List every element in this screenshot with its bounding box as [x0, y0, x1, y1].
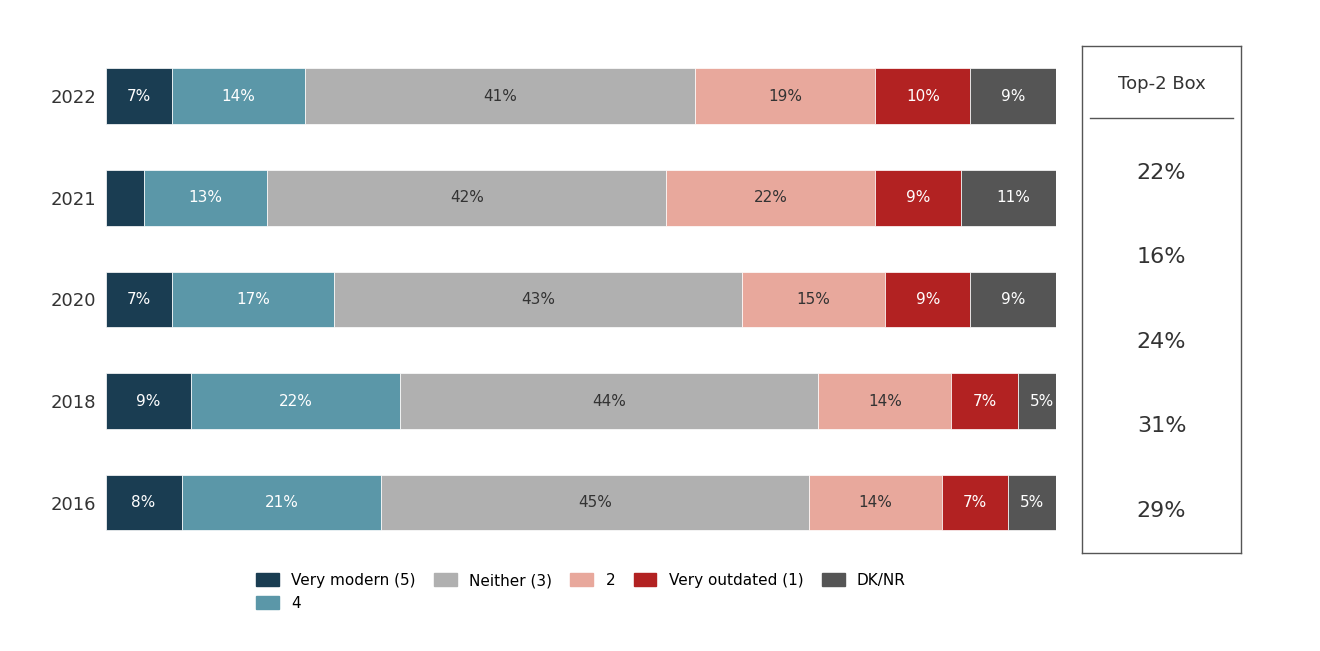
Bar — [961, 170, 1065, 226]
Text: 19%: 19% — [768, 89, 803, 104]
Bar — [381, 475, 809, 531]
Text: Top-2 Box: Top-2 Box — [1118, 75, 1205, 92]
Text: 45%: 45% — [578, 495, 612, 510]
Text: 22%: 22% — [754, 190, 788, 206]
Text: 9%: 9% — [916, 292, 940, 307]
Text: 24%: 24% — [1137, 332, 1187, 352]
Text: 43%: 43% — [521, 292, 554, 307]
Text: 7%: 7% — [964, 495, 987, 510]
Bar — [1018, 373, 1065, 429]
Bar — [267, 170, 667, 226]
Bar — [694, 68, 875, 124]
Text: 8%: 8% — [132, 495, 156, 510]
Bar — [809, 475, 942, 531]
Text: 9%: 9% — [1001, 89, 1026, 104]
Text: 22%: 22% — [1137, 163, 1187, 182]
Bar — [875, 170, 961, 226]
Text: 14%: 14% — [869, 393, 902, 409]
Bar — [742, 271, 884, 327]
Text: 21%: 21% — [264, 495, 298, 510]
Bar — [970, 68, 1056, 124]
Text: 11%: 11% — [997, 190, 1030, 206]
Text: 5%: 5% — [1030, 393, 1053, 409]
Text: 14%: 14% — [858, 495, 892, 510]
Bar — [1008, 475, 1056, 531]
Text: 41%: 41% — [483, 89, 517, 104]
Bar — [667, 170, 875, 226]
Bar — [172, 271, 334, 327]
Text: 17%: 17% — [236, 292, 269, 307]
Bar — [106, 170, 144, 226]
Bar — [191, 373, 400, 429]
Text: 14%: 14% — [222, 89, 256, 104]
Text: 22%: 22% — [279, 393, 313, 409]
Bar — [884, 271, 970, 327]
Text: 29%: 29% — [1137, 501, 1187, 521]
Bar — [106, 475, 182, 531]
Text: 7%: 7% — [127, 89, 150, 104]
Text: 5%: 5% — [1020, 495, 1044, 510]
Bar — [144, 170, 267, 226]
Bar — [106, 271, 172, 327]
Text: 16%: 16% — [1137, 247, 1187, 267]
Text: 42%: 42% — [450, 190, 483, 206]
Text: 10%: 10% — [906, 89, 940, 104]
Text: 9%: 9% — [1001, 292, 1026, 307]
Text: 44%: 44% — [593, 393, 626, 409]
Text: 7%: 7% — [973, 393, 997, 409]
Bar — [182, 475, 381, 531]
Text: 31%: 31% — [1137, 417, 1187, 436]
Bar — [875, 68, 970, 124]
Bar — [305, 68, 694, 124]
Bar — [970, 271, 1056, 327]
Bar — [106, 68, 172, 124]
Text: 13%: 13% — [189, 190, 222, 206]
Text: 9%: 9% — [136, 393, 161, 409]
Bar — [400, 373, 818, 429]
Legend: Very modern (5), 4, Neither (3), 2, Very outdated (1), DK/NR: Very modern (5), 4, Neither (3), 2, Very… — [249, 567, 912, 616]
Bar — [172, 68, 305, 124]
Text: 15%: 15% — [797, 292, 830, 307]
Text: 9%: 9% — [906, 190, 931, 206]
Text: 7%: 7% — [127, 292, 150, 307]
Bar — [818, 373, 952, 429]
Bar — [952, 373, 1018, 429]
Bar — [942, 475, 1008, 531]
Bar — [106, 373, 191, 429]
Bar — [334, 271, 742, 327]
